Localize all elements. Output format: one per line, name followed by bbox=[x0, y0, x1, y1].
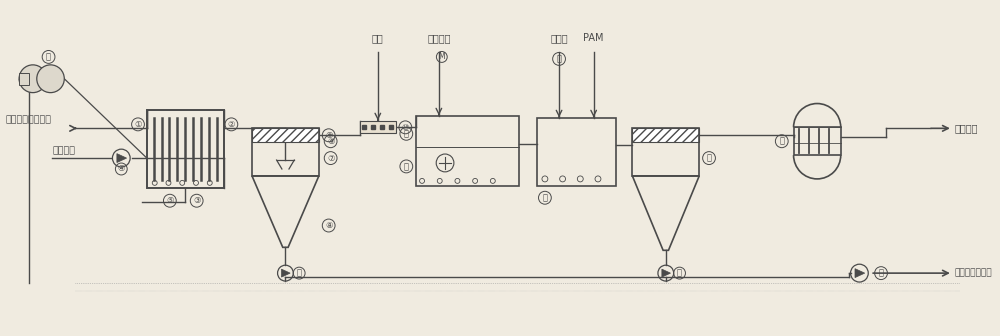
Text: ②: ② bbox=[228, 120, 235, 129]
Text: ⑳: ⑳ bbox=[879, 268, 884, 278]
Text: ⑩: ⑩ bbox=[402, 123, 409, 132]
Circle shape bbox=[19, 65, 47, 93]
Text: ⑲: ⑲ bbox=[677, 268, 682, 278]
Bar bbox=[252, 128, 319, 176]
Bar bbox=[147, 111, 224, 188]
Bar bbox=[794, 127, 841, 155]
Text: ①: ① bbox=[134, 120, 142, 129]
Text: ⑯: ⑯ bbox=[779, 137, 784, 146]
Bar bbox=[632, 128, 699, 176]
Bar bbox=[632, 128, 699, 142]
Polygon shape bbox=[117, 154, 127, 163]
Text: ⑧: ⑧ bbox=[325, 221, 332, 230]
Text: ⑫: ⑫ bbox=[404, 162, 409, 171]
Text: ⑭: ⑭ bbox=[542, 193, 547, 202]
Text: ⑬: ⑬ bbox=[557, 54, 562, 64]
Text: 接工业水: 接工业水 bbox=[52, 146, 75, 155]
Text: ③: ③ bbox=[193, 196, 200, 205]
Circle shape bbox=[37, 65, 64, 93]
Bar bbox=[19, 73, 29, 85]
Text: ⑦: ⑦ bbox=[327, 154, 334, 163]
Text: ⑱: ⑱ bbox=[297, 268, 302, 278]
Bar bbox=[416, 117, 519, 186]
Polygon shape bbox=[282, 269, 290, 277]
Bar bbox=[360, 121, 396, 133]
Text: 至污泥脱水系统: 至污泥脱水系统 bbox=[955, 268, 992, 278]
Text: 过氧化氢: 过氧化氢 bbox=[427, 33, 451, 43]
Polygon shape bbox=[855, 269, 865, 278]
Text: ④: ④ bbox=[118, 165, 125, 173]
Text: ⑰: ⑰ bbox=[46, 52, 51, 61]
Polygon shape bbox=[662, 269, 671, 277]
Text: 脱流器未脱硫废水: 脱流器未脱硫废水 bbox=[5, 115, 51, 124]
Text: 达标排放: 达标排放 bbox=[955, 123, 978, 133]
Text: M: M bbox=[438, 52, 445, 61]
Text: ⑪: ⑪ bbox=[404, 129, 409, 138]
Text: ⑥: ⑥ bbox=[325, 131, 332, 140]
Text: PAM: PAM bbox=[583, 33, 604, 43]
Bar bbox=[537, 118, 616, 186]
Bar bbox=[252, 128, 319, 142]
Text: 石灰乳: 石灰乳 bbox=[550, 33, 568, 43]
Text: ⑨: ⑨ bbox=[327, 137, 334, 146]
Text: ⑮: ⑮ bbox=[707, 154, 712, 163]
Text: 盐酸: 盐酸 bbox=[372, 33, 384, 43]
Text: ⑤: ⑤ bbox=[166, 196, 174, 205]
